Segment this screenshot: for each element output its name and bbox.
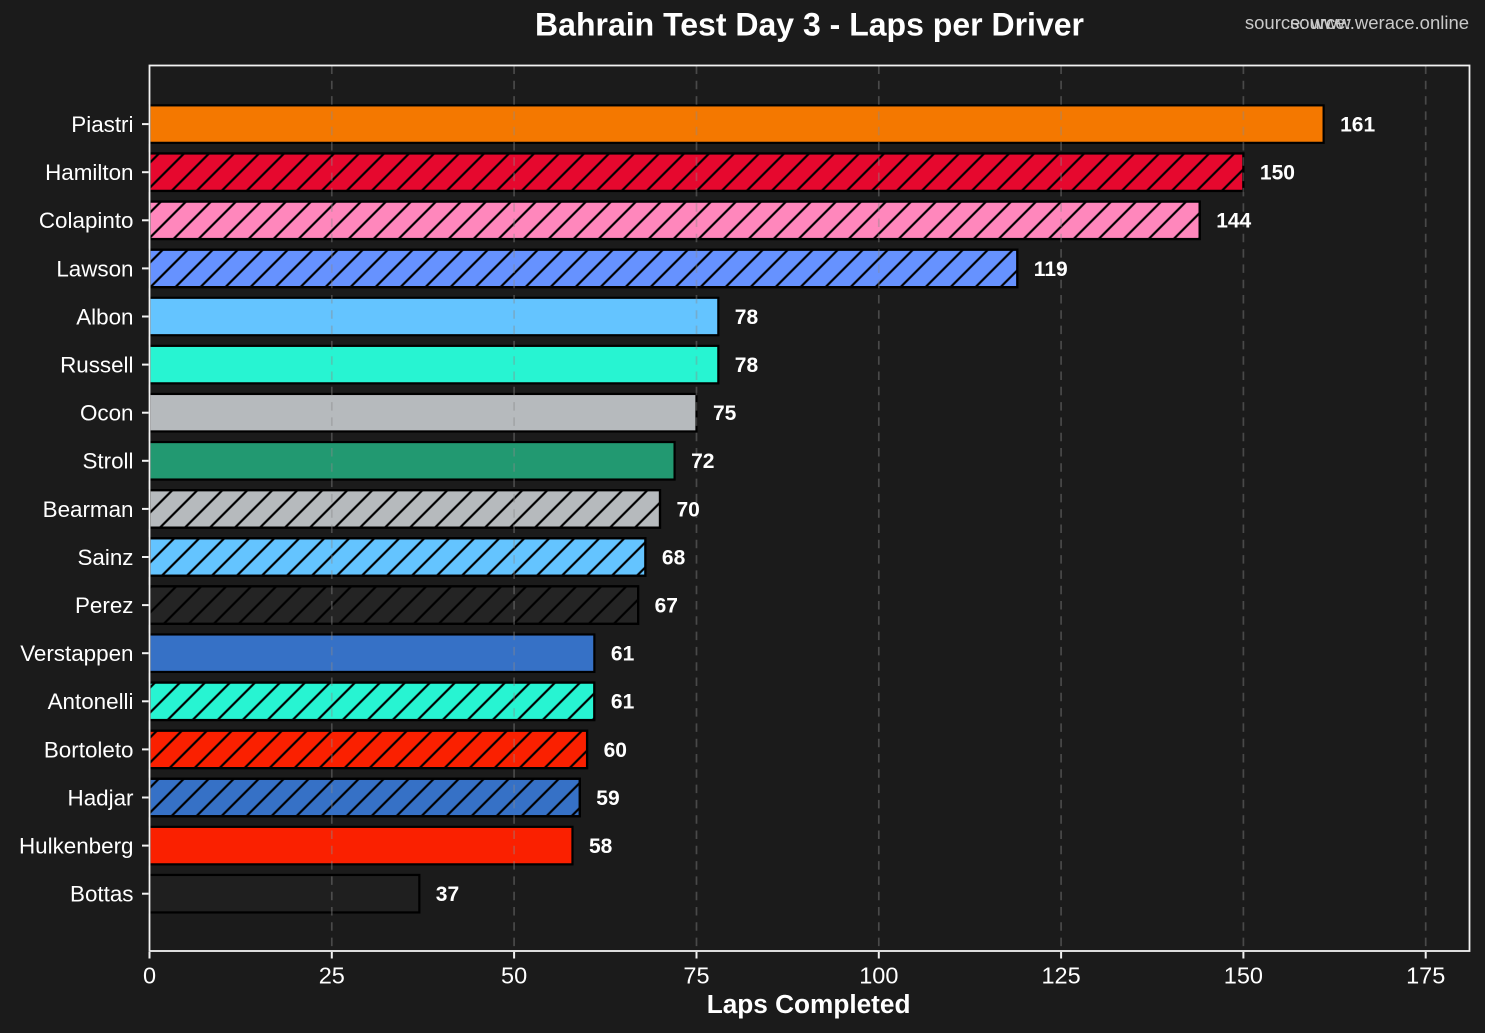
svg-text:Laps Completed: Laps Completed bbox=[707, 989, 911, 1019]
svg-text:Bottas: Bottas bbox=[70, 882, 133, 907]
svg-text:100: 100 bbox=[859, 962, 898, 988]
svg-text:source:: source: bbox=[1290, 12, 1351, 33]
svg-text:Perez: Perez bbox=[75, 593, 134, 618]
svg-text:Sainz: Sainz bbox=[77, 545, 133, 570]
svg-text:Hadjar: Hadjar bbox=[68, 785, 135, 810]
svg-text:58: 58 bbox=[589, 835, 613, 858]
svg-text:Bahrain Test Day 3 - Laps per: Bahrain Test Day 3 - Laps per Driver bbox=[535, 7, 1084, 43]
svg-text:72: 72 bbox=[691, 450, 714, 473]
svg-text:Bortoleto: Bortoleto bbox=[44, 737, 134, 762]
svg-text:150: 150 bbox=[1224, 962, 1263, 988]
svg-text:0: 0 bbox=[143, 962, 156, 988]
svg-text:Ocon: Ocon bbox=[80, 401, 134, 426]
svg-text:Lawson: Lawson bbox=[56, 256, 133, 281]
svg-text:59: 59 bbox=[596, 787, 619, 810]
svg-text:Colapinto: Colapinto bbox=[39, 208, 134, 233]
svg-text:Stroll: Stroll bbox=[82, 449, 133, 474]
svg-text:70: 70 bbox=[677, 498, 700, 521]
svg-text:119: 119 bbox=[1034, 258, 1068, 281]
svg-text:68: 68 bbox=[662, 546, 686, 569]
svg-text:144: 144 bbox=[1216, 210, 1251, 233]
svg-text:67: 67 bbox=[655, 595, 678, 618]
svg-text:161: 161 bbox=[1340, 114, 1375, 137]
svg-text:61: 61 bbox=[611, 643, 635, 666]
svg-text:75: 75 bbox=[713, 402, 737, 425]
svg-text:Russell: Russell bbox=[60, 353, 133, 378]
svg-text:Hamilton: Hamilton bbox=[45, 160, 133, 185]
svg-text:150: 150 bbox=[1260, 162, 1295, 185]
svg-text:Albon: Albon bbox=[76, 304, 133, 329]
svg-text:78: 78 bbox=[735, 306, 759, 329]
svg-text:78: 78 bbox=[735, 354, 759, 377]
svg-text:Bearman: Bearman bbox=[43, 497, 134, 522]
svg-text:50: 50 bbox=[501, 962, 527, 988]
svg-text:Antonelli: Antonelli bbox=[48, 689, 134, 714]
svg-text:60: 60 bbox=[604, 739, 627, 762]
svg-text:175: 175 bbox=[1406, 962, 1445, 988]
svg-text:Hulkenberg: Hulkenberg bbox=[19, 834, 134, 859]
svg-text:37: 37 bbox=[436, 883, 459, 906]
svg-text:75: 75 bbox=[683, 962, 709, 988]
svg-text:Piastri: Piastri bbox=[71, 112, 133, 137]
svg-text:Verstappen: Verstappen bbox=[20, 641, 133, 666]
svg-text:61: 61 bbox=[611, 691, 635, 714]
svg-text:125: 125 bbox=[1041, 962, 1080, 988]
svg-text:source: www.werace.online: source: www.werace.online bbox=[1245, 12, 1469, 33]
svg-text:25: 25 bbox=[319, 962, 345, 988]
